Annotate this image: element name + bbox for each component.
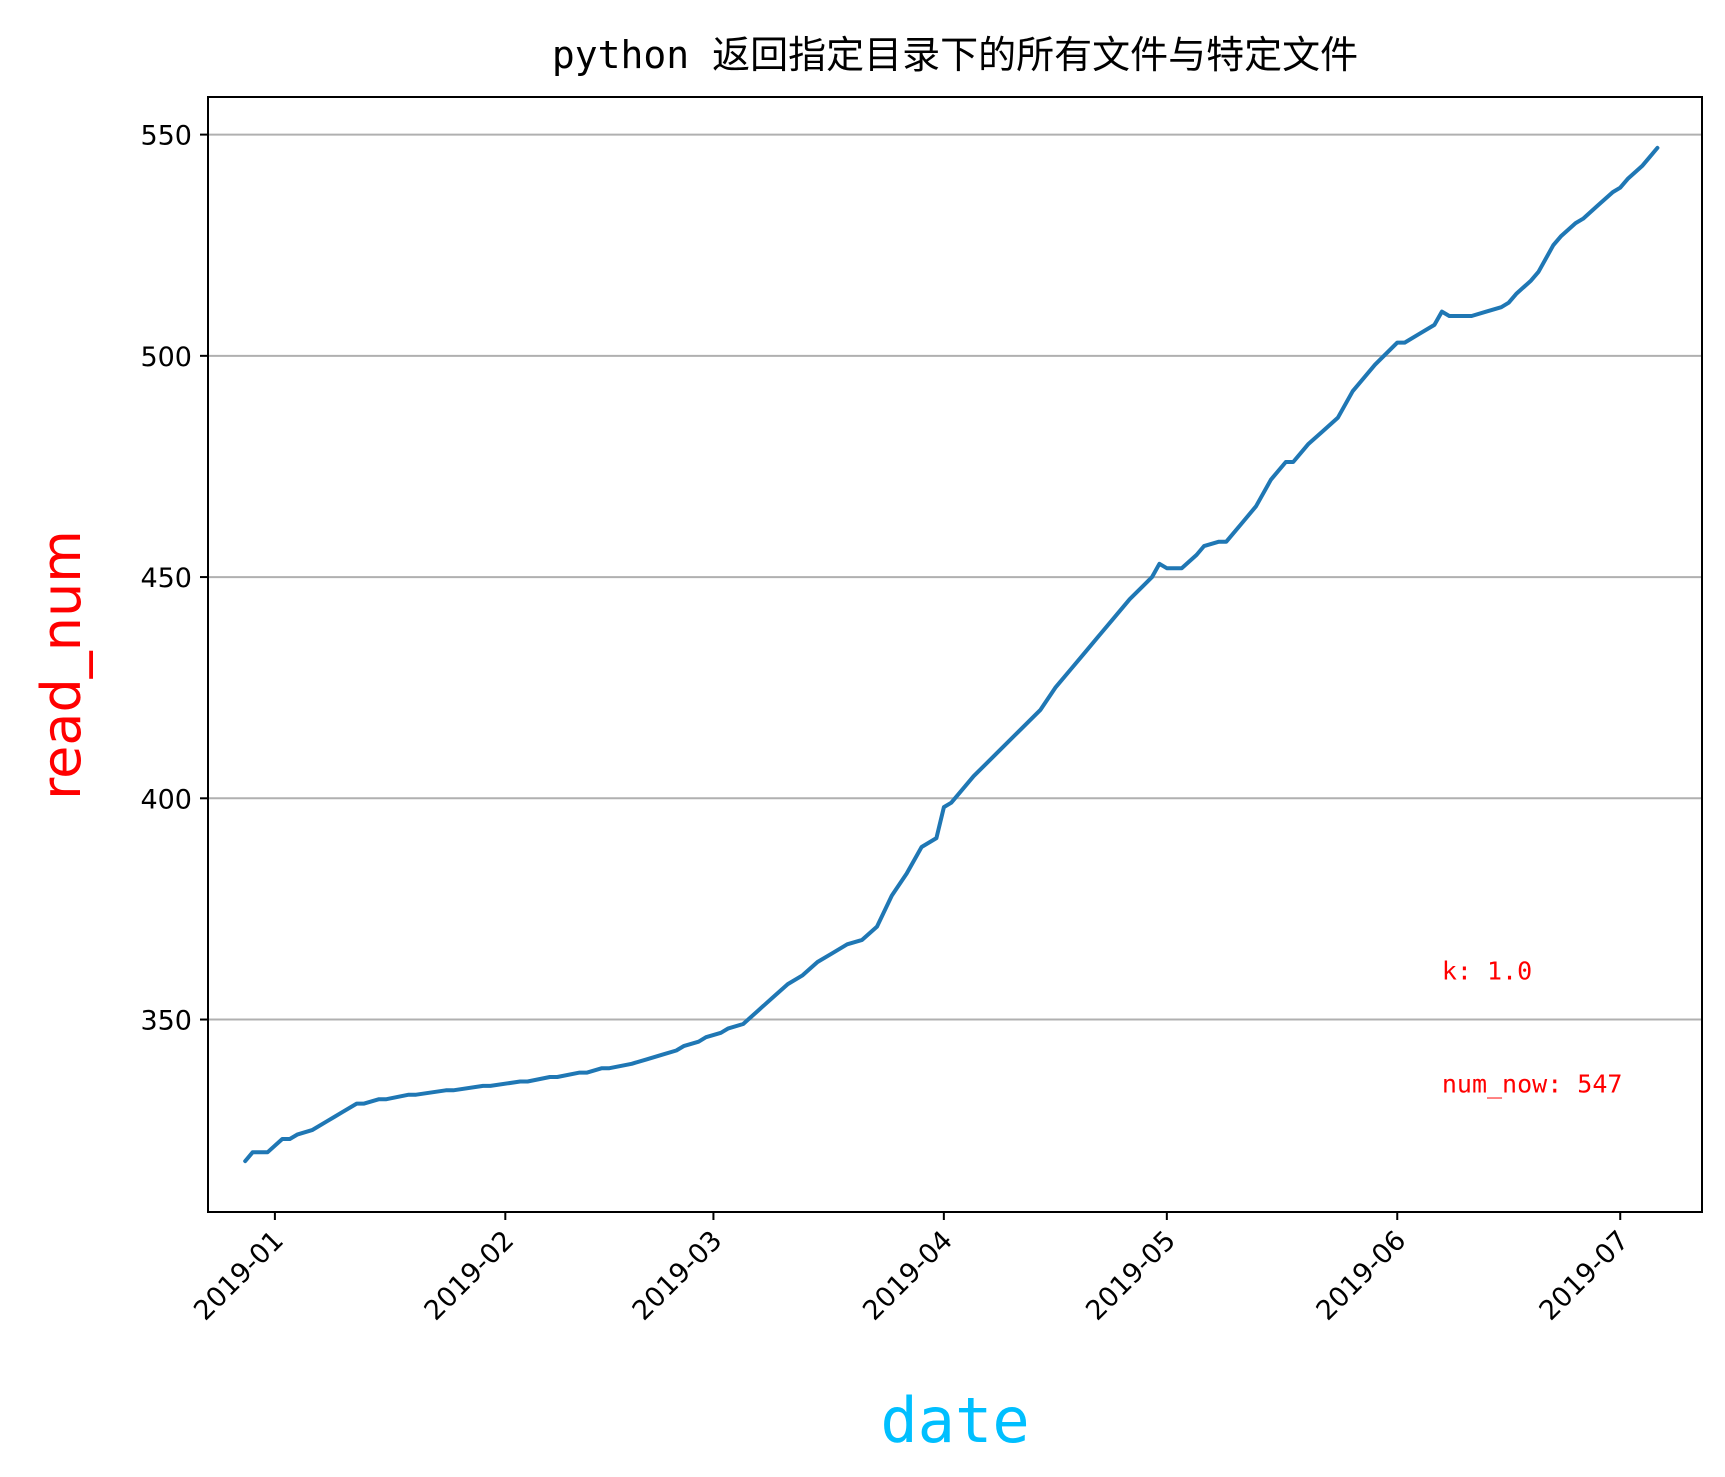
chart-title: python 返回指定目录下的所有文件与特定文件 xyxy=(552,33,1358,77)
y-tick-label: 400 xyxy=(140,784,192,815)
y-tick-label: 350 xyxy=(140,1006,192,1037)
y-tick-label: 550 xyxy=(140,121,192,152)
annotations: k: 1.0 num_now: 547 xyxy=(1442,957,1623,1099)
series-line xyxy=(243,145,1660,1164)
y-axis-label: read_num xyxy=(30,530,93,800)
annotation-text: num_now: 547 xyxy=(1442,1070,1623,1099)
x-axis-label: date xyxy=(880,1384,1029,1457)
plot-frame xyxy=(207,96,1703,1213)
series-layer xyxy=(243,145,1660,1164)
y-axis-ticks: 350 400 450 500 550 xyxy=(140,121,208,1037)
annotation-text: k: 1.0 xyxy=(1442,957,1532,986)
y-tick-label: 450 xyxy=(140,563,192,594)
y-tick-label: 500 xyxy=(140,342,192,373)
